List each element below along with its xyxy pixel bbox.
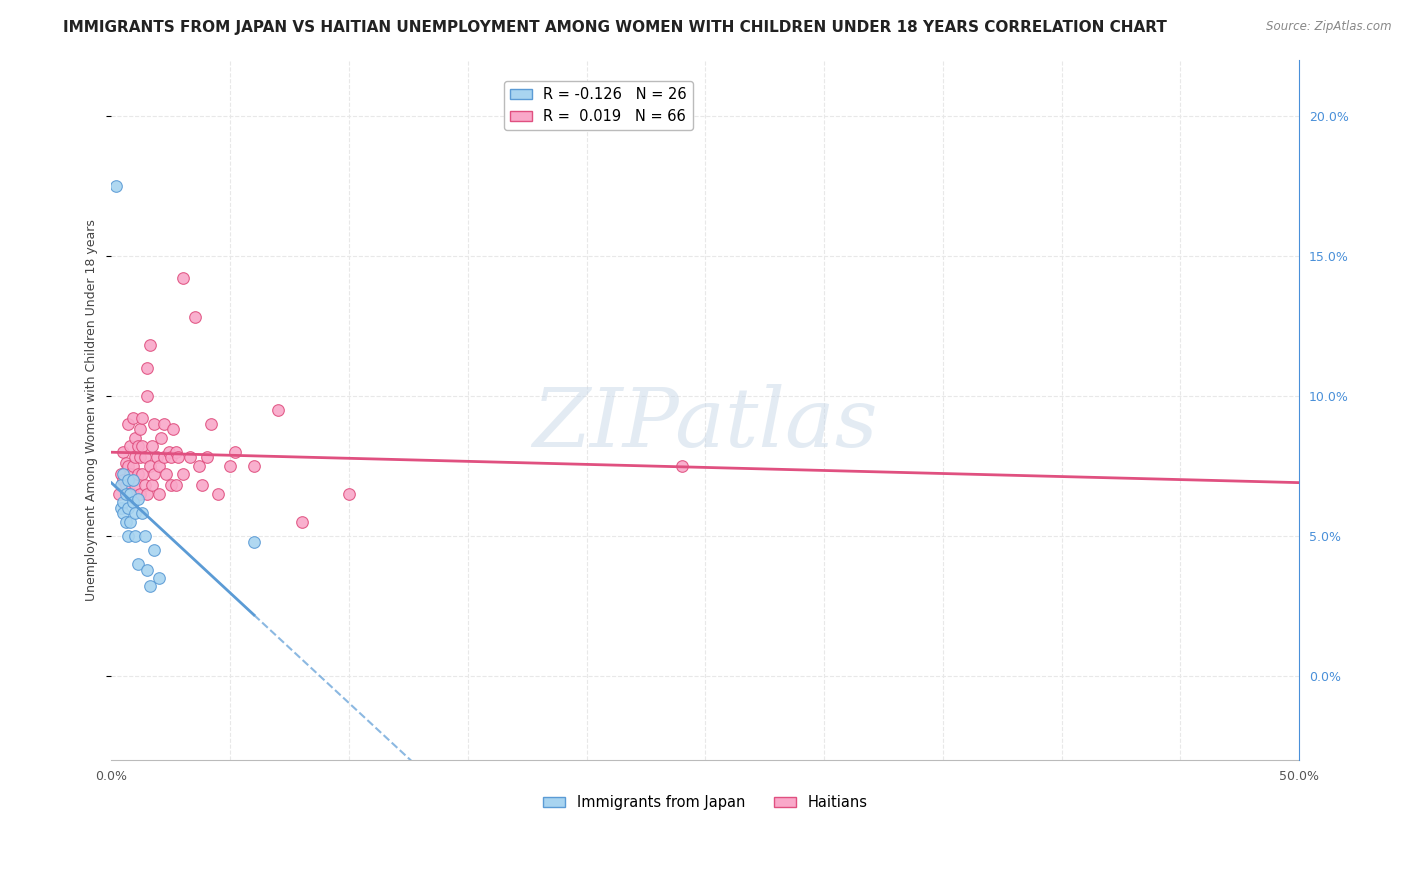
Point — [122, 458, 145, 473]
Point — [134, 478, 156, 492]
Point — [224, 445, 246, 459]
Point — [148, 487, 170, 501]
Point — [117, 458, 139, 473]
Point — [152, 417, 174, 431]
Point — [141, 478, 163, 492]
Point — [136, 487, 159, 501]
Point — [122, 473, 145, 487]
Point — [152, 450, 174, 465]
Point — [124, 450, 146, 465]
Point — [207, 487, 229, 501]
Point — [165, 478, 187, 492]
Point — [124, 478, 146, 492]
Point — [114, 487, 136, 501]
Point — [112, 473, 135, 487]
Point — [127, 557, 149, 571]
Point — [167, 450, 190, 465]
Point — [131, 439, 153, 453]
Point — [243, 458, 266, 473]
Point — [127, 467, 149, 482]
Point — [143, 542, 166, 557]
Point — [160, 478, 183, 492]
Point — [114, 515, 136, 529]
Point — [117, 473, 139, 487]
Legend: Immigrants from Japan, Haitians: Immigrants from Japan, Haitians — [537, 789, 873, 816]
Point — [136, 360, 159, 375]
Text: IMMIGRANTS FROM JAPAN VS HAITIAN UNEMPLOYMENT AMONG WOMEN WITH CHILDREN UNDER 18: IMMIGRANTS FROM JAPAN VS HAITIAN UNEMPLO… — [63, 20, 1167, 35]
Text: ZIPatlas: ZIPatlas — [533, 384, 879, 464]
Point — [138, 579, 160, 593]
Point — [172, 271, 194, 285]
Point — [122, 495, 145, 509]
Point — [219, 458, 242, 473]
Point — [134, 450, 156, 465]
Point — [243, 534, 266, 549]
Point — [671, 458, 693, 473]
Point — [131, 467, 153, 482]
Point — [122, 411, 145, 425]
Point — [138, 338, 160, 352]
Point — [110, 500, 132, 515]
Point — [141, 439, 163, 453]
Point — [120, 467, 142, 482]
Point — [160, 450, 183, 465]
Point — [105, 178, 128, 193]
Point — [120, 439, 142, 453]
Point — [131, 507, 153, 521]
Point — [134, 529, 156, 543]
Point — [112, 495, 135, 509]
Point — [337, 487, 360, 501]
Point — [155, 467, 177, 482]
Point — [117, 529, 139, 543]
Point — [136, 389, 159, 403]
Point — [148, 571, 170, 585]
Point — [148, 458, 170, 473]
Point — [129, 487, 152, 501]
Point — [165, 445, 187, 459]
Point — [267, 402, 290, 417]
Point — [110, 478, 132, 492]
Point — [145, 450, 167, 465]
Point — [117, 487, 139, 501]
Point — [127, 439, 149, 453]
Point — [179, 450, 201, 465]
Point — [188, 458, 211, 473]
Point — [129, 450, 152, 465]
Point — [117, 500, 139, 515]
Point — [110, 467, 132, 482]
Point — [112, 467, 135, 482]
Point — [120, 487, 142, 501]
Point — [127, 492, 149, 507]
Point — [195, 450, 218, 465]
Point — [112, 507, 135, 521]
Point — [117, 417, 139, 431]
Point — [200, 417, 222, 431]
Point — [124, 529, 146, 543]
Point — [114, 456, 136, 470]
Point — [157, 445, 180, 459]
Point — [290, 515, 312, 529]
Point — [183, 310, 205, 325]
Point — [107, 487, 129, 501]
Point — [136, 562, 159, 576]
Point — [114, 478, 136, 492]
Point — [191, 478, 214, 492]
Point — [143, 417, 166, 431]
Point — [150, 431, 173, 445]
Point — [122, 487, 145, 501]
Point — [138, 458, 160, 473]
Text: Source: ZipAtlas.com: Source: ZipAtlas.com — [1267, 20, 1392, 33]
Point — [112, 445, 135, 459]
Point — [120, 515, 142, 529]
Point — [131, 411, 153, 425]
Point — [124, 507, 146, 521]
Point — [129, 422, 152, 436]
Point — [172, 467, 194, 482]
Y-axis label: Unemployment Among Women with Children Under 18 years: Unemployment Among Women with Children U… — [86, 219, 98, 600]
Point — [124, 431, 146, 445]
Point — [162, 422, 184, 436]
Point — [143, 467, 166, 482]
